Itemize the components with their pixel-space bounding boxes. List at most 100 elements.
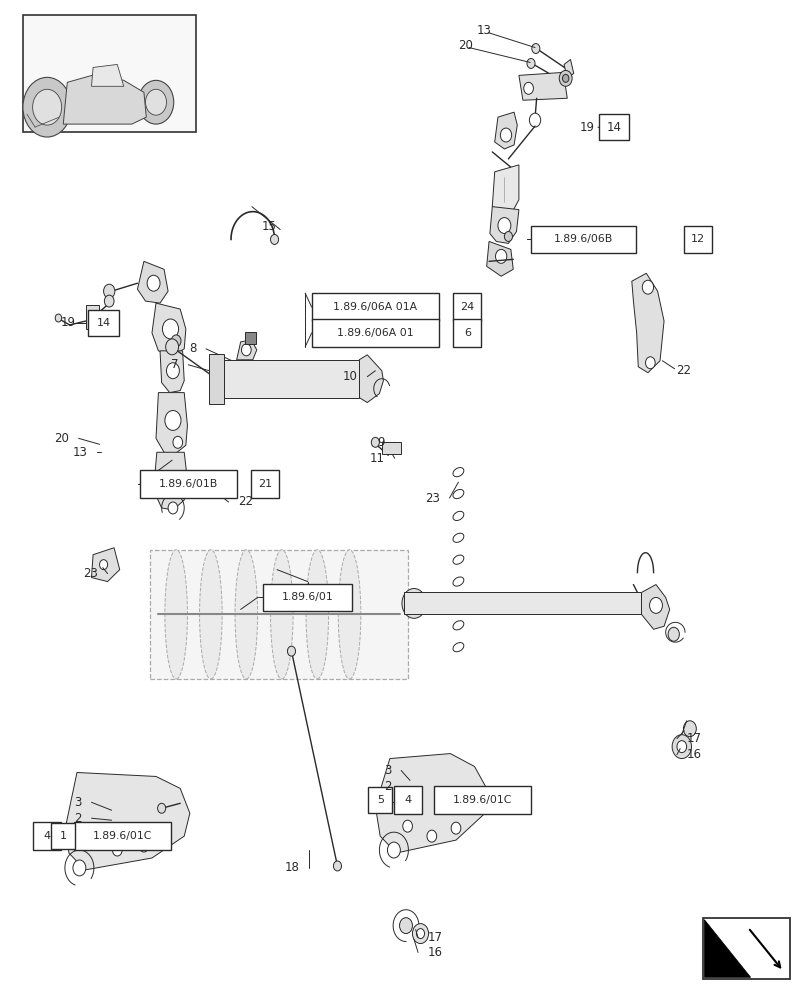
Circle shape bbox=[287, 646, 295, 656]
Text: 20: 20 bbox=[54, 432, 69, 445]
Circle shape bbox=[73, 860, 86, 876]
Bar bbox=[263, 584, 351, 611]
Circle shape bbox=[166, 363, 179, 379]
Circle shape bbox=[529, 113, 540, 127]
Circle shape bbox=[672, 735, 691, 759]
Circle shape bbox=[173, 436, 182, 448]
Text: 10: 10 bbox=[342, 370, 357, 383]
Bar bbox=[367, 787, 392, 813]
Circle shape bbox=[32, 89, 62, 125]
Polygon shape bbox=[92, 64, 123, 86]
Circle shape bbox=[462, 598, 470, 608]
Circle shape bbox=[100, 560, 108, 570]
Text: 1.89.6/01C: 1.89.6/01C bbox=[453, 795, 512, 805]
Text: 16: 16 bbox=[427, 946, 442, 959]
Bar bbox=[404, 592, 641, 614]
Text: 1.89.6/06B: 1.89.6/06B bbox=[553, 234, 612, 244]
Circle shape bbox=[559, 70, 572, 86]
Ellipse shape bbox=[270, 550, 293, 679]
Circle shape bbox=[408, 596, 419, 610]
Text: 18: 18 bbox=[285, 861, 299, 874]
Text: 24: 24 bbox=[460, 302, 474, 312]
Bar bbox=[23, 15, 196, 132]
Circle shape bbox=[165, 339, 178, 355]
Text: 23: 23 bbox=[83, 567, 98, 580]
Bar bbox=[209, 354, 224, 404]
Bar bbox=[530, 226, 635, 253]
Polygon shape bbox=[494, 112, 517, 149]
Polygon shape bbox=[375, 754, 486, 853]
Text: 2: 2 bbox=[75, 812, 82, 825]
Polygon shape bbox=[491, 165, 518, 214]
Bar bbox=[219, 360, 358, 398]
Polygon shape bbox=[63, 74, 146, 124]
Bar bbox=[598, 114, 629, 140]
Circle shape bbox=[402, 820, 412, 832]
Polygon shape bbox=[489, 207, 518, 243]
Ellipse shape bbox=[165, 550, 187, 679]
Circle shape bbox=[683, 721, 696, 737]
Circle shape bbox=[165, 410, 181, 430]
Text: 20: 20 bbox=[458, 39, 473, 52]
Circle shape bbox=[371, 437, 379, 447]
Circle shape bbox=[401, 589, 426, 618]
Text: 17: 17 bbox=[427, 931, 442, 944]
Text: 15: 15 bbox=[262, 220, 277, 233]
Text: 8: 8 bbox=[189, 342, 196, 355]
Text: 7: 7 bbox=[171, 358, 178, 371]
Circle shape bbox=[112, 844, 122, 856]
Circle shape bbox=[526, 58, 534, 68]
Text: 14: 14 bbox=[606, 121, 620, 134]
Text: 16: 16 bbox=[686, 748, 701, 761]
Text: 5: 5 bbox=[376, 795, 384, 805]
Circle shape bbox=[451, 822, 461, 834]
Text: 11: 11 bbox=[370, 452, 384, 465]
Polygon shape bbox=[236, 340, 256, 360]
Circle shape bbox=[147, 275, 160, 291]
Text: 1.89.6/06A 01: 1.89.6/06A 01 bbox=[337, 328, 413, 338]
Text: 4: 4 bbox=[404, 795, 410, 805]
Circle shape bbox=[523, 82, 533, 94]
Text: 13: 13 bbox=[476, 24, 491, 37]
Polygon shape bbox=[358, 355, 383, 403]
Bar bbox=[74, 822, 170, 850]
Text: 14: 14 bbox=[97, 318, 110, 328]
Text: 4: 4 bbox=[44, 831, 50, 841]
Text: 13: 13 bbox=[72, 446, 88, 459]
Circle shape bbox=[387, 842, 400, 858]
Ellipse shape bbox=[338, 550, 360, 679]
Circle shape bbox=[645, 357, 654, 369]
Circle shape bbox=[23, 77, 71, 137]
Circle shape bbox=[667, 627, 679, 641]
Polygon shape bbox=[631, 273, 663, 373]
Circle shape bbox=[427, 830, 436, 842]
Circle shape bbox=[88, 832, 98, 844]
Text: 3: 3 bbox=[384, 764, 391, 777]
Polygon shape bbox=[152, 303, 186, 356]
Polygon shape bbox=[92, 548, 119, 582]
Text: 19: 19 bbox=[579, 121, 594, 134]
Polygon shape bbox=[156, 393, 187, 454]
Circle shape bbox=[333, 861, 341, 871]
Text: 1.89.6/06A 01A: 1.89.6/06A 01A bbox=[333, 302, 417, 312]
Circle shape bbox=[241, 344, 251, 356]
Text: 19: 19 bbox=[61, 316, 75, 329]
Circle shape bbox=[438, 598, 446, 608]
Circle shape bbox=[145, 89, 166, 115]
Ellipse shape bbox=[306, 550, 328, 679]
Text: 17: 17 bbox=[686, 732, 701, 745]
Polygon shape bbox=[564, 59, 573, 78]
Bar bbox=[453, 293, 481, 321]
Circle shape bbox=[500, 128, 511, 142]
Circle shape bbox=[495, 249, 506, 263]
Circle shape bbox=[412, 924, 428, 944]
Bar bbox=[51, 823, 75, 849]
Circle shape bbox=[531, 44, 539, 53]
Bar bbox=[381, 442, 401, 454]
Polygon shape bbox=[703, 920, 749, 977]
Bar bbox=[244, 332, 255, 344]
Bar bbox=[86, 305, 99, 329]
Polygon shape bbox=[557, 71, 567, 88]
Polygon shape bbox=[153, 452, 187, 510]
Circle shape bbox=[399, 918, 412, 934]
